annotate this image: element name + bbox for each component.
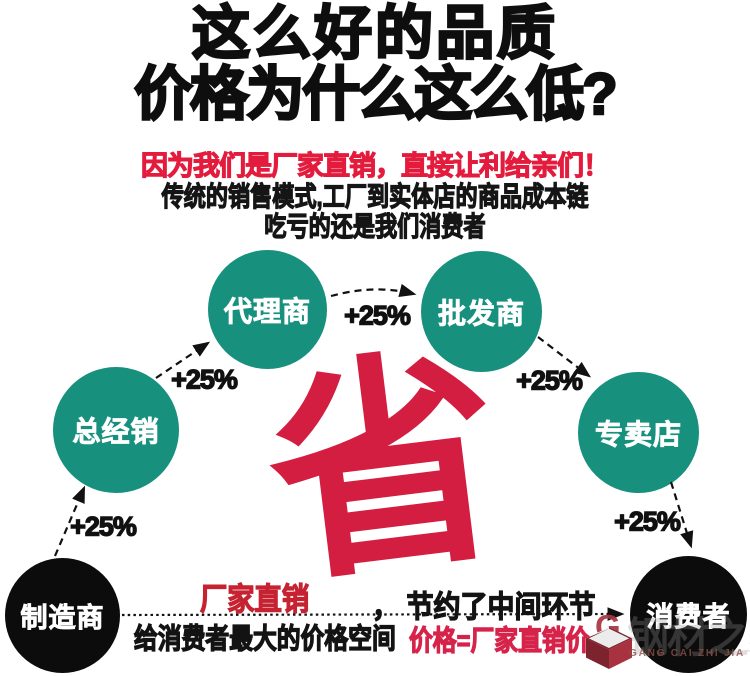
node-consumer: 消费者 bbox=[630, 556, 747, 673]
headline-line1: 这么好的品质 bbox=[191, 1, 558, 66]
headline: 这么好的品质 价格为什么这么低? bbox=[0, 1, 750, 127]
node-agent: 代理商 bbox=[208, 250, 327, 369]
node-specialty-store-label: 专卖店 bbox=[594, 418, 682, 450]
intro-paragraph: 传统的销售模式,工厂到实体店的商品成本链 吃亏的还是我们消费者 bbox=[0, 181, 750, 242]
cube-left-face bbox=[586, 638, 609, 669]
node-wholesaler-label: 批发商 bbox=[437, 297, 525, 329]
intro-line1: 传统的销售模式,工厂到实体店的商品成本链 bbox=[161, 181, 589, 212]
markup-label-4: +25% bbox=[515, 365, 583, 396]
headline-line2: 价格为什么这么低? bbox=[133, 62, 619, 127]
watermark-logo-letter: G bbox=[595, 608, 621, 645]
arrow-agent-to-wholesaler bbox=[330, 283, 417, 298]
node-general-distributor: 总经销 bbox=[53, 367, 179, 493]
node-manufacturer: 制造商 bbox=[5, 558, 120, 673]
node-consumer-label: 消费者 bbox=[646, 602, 731, 633]
node-general-distributor-label: 总经销 bbox=[72, 416, 160, 448]
footer-line2-red: 价格=厂家直销价 bbox=[408, 624, 590, 656]
subtitle-red: 因为我们是厂家直销，直接让利给亲们！ bbox=[140, 150, 610, 181]
node-agent-label: 代理商 bbox=[223, 295, 311, 327]
cube-top-face bbox=[586, 627, 632, 650]
cube-logo-icon bbox=[586, 627, 632, 669]
markup-label-5: +25% bbox=[613, 506, 681, 537]
cube-top-edge bbox=[586, 627, 632, 650]
intro-line2: 吃亏的还是我们消费者 bbox=[264, 211, 486, 242]
node-wholesaler: 批发商 bbox=[421, 251, 542, 372]
footer-saving-text: ， 节约了中间环节 bbox=[371, 590, 596, 624]
markup-label-1: +25% bbox=[69, 511, 137, 542]
node-manufacturer-label: 制造商 bbox=[20, 603, 105, 634]
markup-label-2: +25% bbox=[170, 364, 238, 395]
save-character: 省 bbox=[254, 326, 515, 611]
footer-line2-black: 给消费者最大的价格空间 bbox=[133, 622, 396, 654]
node-specialty-store: 专卖店 bbox=[578, 372, 699, 493]
cube-right-face bbox=[609, 638, 632, 669]
footer-highlight-red: 厂家直销 bbox=[199, 581, 310, 617]
markup-label-3: +25% bbox=[343, 300, 411, 331]
